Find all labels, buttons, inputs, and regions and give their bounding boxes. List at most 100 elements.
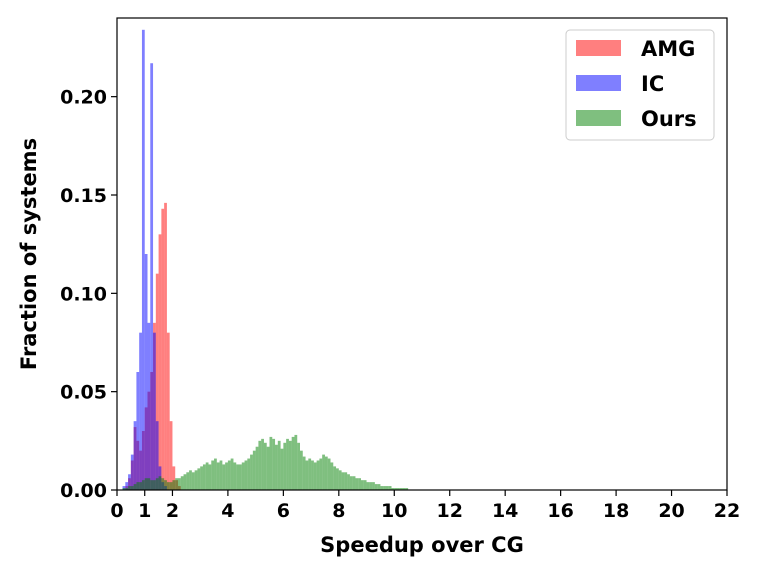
bar-ours xyxy=(166,482,170,490)
bar-ours xyxy=(186,472,190,490)
bar-ours xyxy=(397,488,400,490)
bar-ic xyxy=(150,63,154,490)
bar-ours xyxy=(355,478,359,490)
bar-ours xyxy=(247,458,251,490)
bar-ours xyxy=(236,464,239,490)
legend-swatch-amg xyxy=(576,40,621,56)
bar-ours xyxy=(133,484,137,490)
bar-ours xyxy=(250,454,253,490)
bar-amg xyxy=(169,421,173,490)
bar-ours xyxy=(366,482,370,490)
bar-ours xyxy=(244,460,248,490)
bar-ours xyxy=(258,440,262,490)
series-ours xyxy=(122,434,409,490)
bar-ours xyxy=(219,460,223,490)
bar-ours xyxy=(294,434,298,490)
bar-ours xyxy=(341,472,345,490)
x-tick-label: 10 xyxy=(381,500,407,522)
bar-ours xyxy=(261,438,264,490)
bar-amg xyxy=(158,234,162,490)
bar-ours xyxy=(263,442,267,490)
bar-ours xyxy=(380,486,384,490)
bar-ours xyxy=(405,488,409,490)
bar-ours xyxy=(216,462,220,490)
bar-ours xyxy=(169,482,173,490)
y-tick-label: 0.05 xyxy=(60,382,107,404)
bar-ours xyxy=(144,478,148,490)
bar-ours xyxy=(255,446,259,490)
bar-ours xyxy=(349,476,353,490)
bar-ours xyxy=(319,458,323,490)
bar-amg xyxy=(161,208,165,490)
bar-ours xyxy=(377,484,381,490)
bar-ours xyxy=(211,460,215,490)
bar-ours xyxy=(158,476,162,490)
bar-ours xyxy=(358,478,361,490)
bar-ours xyxy=(399,488,403,490)
x-tick-label: 4 xyxy=(221,500,234,522)
bar-ours xyxy=(280,448,284,490)
bar-ours xyxy=(200,466,203,490)
plot-frame xyxy=(116,17,728,491)
bar-ours xyxy=(225,462,228,490)
bar-ic xyxy=(133,421,137,490)
bar-ours xyxy=(183,474,187,490)
bar-ours xyxy=(388,486,392,490)
y-tick-label: 0.10 xyxy=(60,283,107,305)
x-tick-label: 22 xyxy=(714,500,740,522)
bar-ours xyxy=(172,480,176,490)
bar-ours xyxy=(352,476,356,490)
x-tick-label: 20 xyxy=(658,500,684,522)
bar-ours xyxy=(374,484,378,490)
bar-ours xyxy=(202,464,206,490)
x-tick-label: 12 xyxy=(437,500,463,522)
bar-ic xyxy=(139,332,142,490)
x-tick-label: 18 xyxy=(603,500,629,522)
bar-ours xyxy=(233,462,237,490)
bar-ours xyxy=(205,462,209,490)
bar-ours xyxy=(338,470,342,490)
histogram-bars xyxy=(122,29,409,491)
bar-ours xyxy=(222,464,226,490)
legend-label-ic: IC xyxy=(641,72,664,96)
bar-ours xyxy=(128,486,131,490)
bar-ours xyxy=(305,460,309,490)
bar-ours xyxy=(266,446,270,490)
bar-ours xyxy=(394,488,398,490)
bar-ours xyxy=(191,472,195,490)
bar-ic xyxy=(147,322,151,490)
bar-ic xyxy=(130,454,134,490)
bar-ours xyxy=(322,454,325,490)
bar-ours xyxy=(180,476,184,490)
bar-ours xyxy=(313,462,317,490)
bar-ours xyxy=(333,466,337,490)
bar-ours xyxy=(161,478,165,490)
y-axis-label: Fraction of systems xyxy=(17,138,41,370)
bar-ours xyxy=(150,480,154,490)
bar-ours xyxy=(147,478,151,490)
bar-ours xyxy=(385,486,389,490)
bar-ours xyxy=(230,458,234,490)
bar-ours xyxy=(136,482,140,490)
legend-swatch-ic xyxy=(576,75,621,91)
x-tick-label: 0 xyxy=(110,500,123,522)
bar-amg xyxy=(166,332,170,490)
bar-ours xyxy=(164,480,167,490)
bar-ic xyxy=(155,421,159,490)
x-tick-label: 2 xyxy=(166,500,179,522)
bar-ours xyxy=(347,474,350,490)
bar-ours xyxy=(241,462,245,490)
x-tick-label: 1 xyxy=(138,500,151,522)
bar-ours xyxy=(286,438,289,490)
bar-ours xyxy=(391,488,395,490)
bar-ours xyxy=(330,462,334,490)
bar-ours xyxy=(155,478,159,490)
bar-ours xyxy=(369,482,373,490)
bar-ic xyxy=(128,474,131,490)
bar-ours xyxy=(175,478,178,490)
bar-ours xyxy=(208,464,212,490)
legend: AMG IC Ours xyxy=(565,29,715,141)
bar-ours xyxy=(139,482,142,490)
bar-ic xyxy=(141,29,145,491)
